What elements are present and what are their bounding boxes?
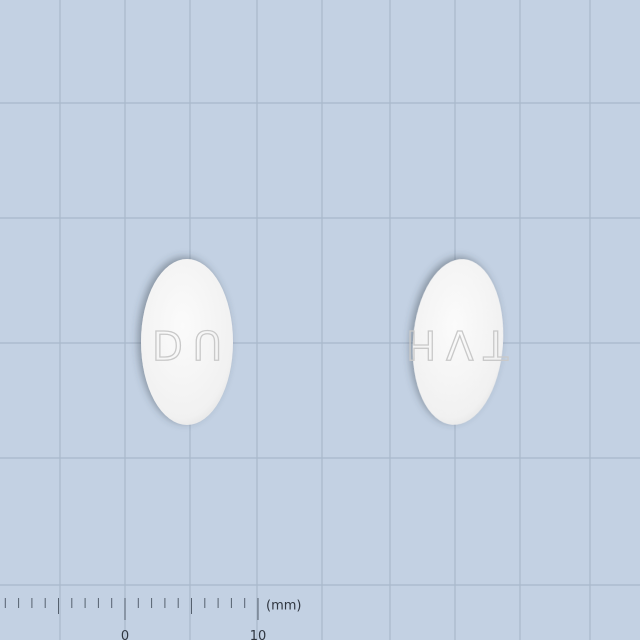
tablet-body [412,259,504,425]
tablet-body [141,259,233,425]
scale-unit: (mm) [266,599,301,614]
tablet: HVT [405,259,518,425]
imprint: DU [152,321,232,367]
tablet: DU [141,259,233,425]
scale-label: 10 [250,629,267,640]
scale-label: 0 [121,629,129,640]
imprint: HVT [406,321,518,367]
ruler [4,598,259,620]
